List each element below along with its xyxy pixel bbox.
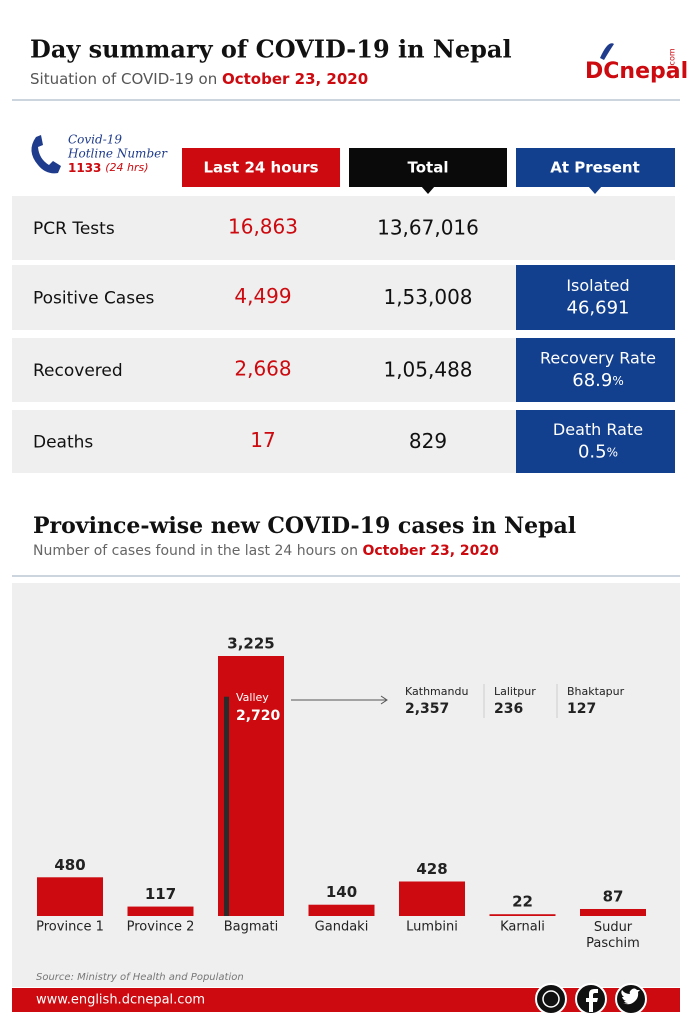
hotline-line1: Covid-19 xyxy=(68,133,122,147)
row-label: Recovered xyxy=(33,361,123,381)
row-label: Positive Cases xyxy=(33,289,155,309)
source: Source: Ministry of Health and Populatio… xyxy=(36,972,244,983)
value-label: 140 xyxy=(326,883,357,901)
valley-bar xyxy=(224,696,229,916)
bar xyxy=(127,906,194,916)
present-unit: % xyxy=(612,374,623,388)
x-tick-label: Sudur Paschim xyxy=(586,920,640,951)
col-header-bg xyxy=(349,148,507,187)
icon-glyph xyxy=(621,988,640,1005)
arrow-head xyxy=(380,695,388,705)
row-label: PCR Tests xyxy=(33,219,115,239)
table: PCR Tests 16,863 13,67,016 Positive Cases 4,… xyxy=(12,196,675,473)
present-value: 68.9% xyxy=(572,370,623,391)
hotline-number: 1133 (24 hrs) xyxy=(68,161,149,175)
date: October 23, 2020 xyxy=(222,70,368,88)
last-24-hours: 16,863 xyxy=(228,215,298,239)
bar xyxy=(308,904,375,916)
last-24-hours: 4,499 xyxy=(234,284,291,308)
logo-suffix: .com xyxy=(668,48,677,68)
x-tick-label: Province 1 xyxy=(36,920,104,935)
phone-icon xyxy=(31,135,61,174)
bar xyxy=(489,914,556,916)
icon-glyph xyxy=(586,989,598,1012)
chart-subtitle-text: Number of cases found in the last 24 hou… xyxy=(33,543,358,559)
present-value: 46,691 xyxy=(567,298,630,319)
district-name: Lalitpur xyxy=(494,685,536,698)
district-name: Kathmandu xyxy=(405,685,468,698)
subtitle: Situation of COVID-19 on October 23, 202… xyxy=(30,70,368,88)
x-tick-label: Province 2 xyxy=(127,920,195,935)
bar xyxy=(580,908,646,916)
subtitle-text: Situation of COVID-19 on xyxy=(30,70,217,88)
district-value: 127 xyxy=(567,701,596,717)
value-label: 117 xyxy=(145,885,176,903)
present-number: 46,691 xyxy=(567,298,630,319)
col-header-bg xyxy=(516,148,675,187)
hotline-line2: Hotline Number xyxy=(67,147,168,161)
col-header: At Present xyxy=(550,159,640,177)
bar-chart: 480 Province 1 117 Province 2 3,225 Bagmati 14… xyxy=(36,635,646,951)
x-tick-label: Bagmati xyxy=(224,920,278,935)
value-label: 428 xyxy=(416,860,447,878)
logo: DCnepal xyxy=(585,59,688,84)
value-label: 3,225 xyxy=(227,635,274,653)
logo-icon xyxy=(600,43,614,60)
chart-title: Province-wise new COVID-19 cases in Nepa… xyxy=(33,513,576,539)
pointer xyxy=(421,186,435,194)
present-unit: % xyxy=(607,445,618,459)
last-24-hours: 17 xyxy=(250,428,275,452)
col-header-bg xyxy=(182,148,340,187)
hotline: Covid-19 Hotline Number 1133 (24 hrs) xyxy=(31,133,168,175)
icon-glyph xyxy=(542,990,560,1008)
x-tick-label: Gandaki xyxy=(315,920,369,935)
present-value: 0.5% xyxy=(578,442,618,463)
hotline-hours: (24 hrs) xyxy=(105,161,148,174)
total: 1,05,488 xyxy=(383,358,472,382)
web-icon[interactable] xyxy=(535,983,567,1015)
present-box xyxy=(516,410,675,473)
bar xyxy=(37,877,103,916)
district-name: Bhaktapur xyxy=(567,685,625,698)
district-value: 2,357 xyxy=(405,701,449,717)
total: 829 xyxy=(409,429,447,453)
col-header: Total xyxy=(408,159,449,177)
chart-subtitle: Number of cases found in the last 24 hou… xyxy=(33,543,499,559)
chart-bg xyxy=(12,583,680,987)
valley-value: 2,720 xyxy=(236,708,281,724)
hotline-num: 1133 xyxy=(68,161,101,175)
value-label: 22 xyxy=(512,893,533,911)
bar xyxy=(399,881,465,916)
value-label: 480 xyxy=(54,856,85,874)
row-bg xyxy=(12,196,675,260)
district-value: 236 xyxy=(494,701,523,717)
x-tick-label: Lumbini xyxy=(406,920,458,935)
present-label: Isolated xyxy=(566,276,629,295)
last-24-hours: 2,668 xyxy=(234,357,291,381)
footer-url: www.english.dcnepal.com xyxy=(36,993,205,1008)
present-number: 0.5 xyxy=(578,442,607,463)
row-label: Deaths xyxy=(33,433,93,453)
total: 1,53,008 xyxy=(383,285,472,309)
present-box xyxy=(516,265,675,330)
valley-label: Valley xyxy=(236,691,269,704)
value-label: 87 xyxy=(603,887,624,905)
chart-date: October 23, 2020 xyxy=(362,543,499,559)
footer-bar xyxy=(12,988,680,1012)
present-label: Death Rate xyxy=(553,420,643,439)
col-header: Last 24 hours xyxy=(203,159,318,177)
present-box xyxy=(516,338,675,402)
x-tick-label: Karnali xyxy=(500,920,545,935)
pointer xyxy=(588,186,602,194)
page-title: Day summary of COVID-19 in Nepal xyxy=(30,35,512,64)
total: 13,67,016 xyxy=(377,216,479,240)
present-number: 68.9 xyxy=(572,370,612,391)
present-label: Recovery Rate xyxy=(540,349,656,368)
